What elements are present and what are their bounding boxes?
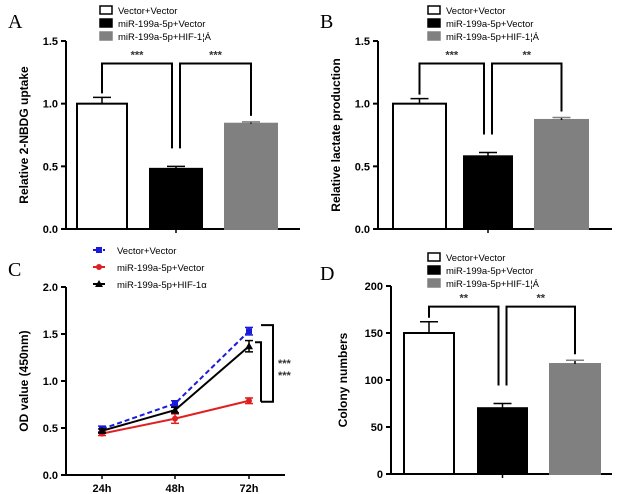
y-axis-label: OD value (450nm) [17, 330, 31, 431]
y-tick-label: 1.5 [355, 36, 370, 48]
significance-bracket [179, 62, 252, 149]
significance-bracket [261, 324, 274, 403]
panel-a: A 0.0 0.5 1.0 1.5 Relative 2-NBDG uptake *** **… [8, 5, 300, 236]
legend-swatch [427, 265, 441, 275]
significance-label: ** [459, 293, 468, 305]
significance-label: ** [536, 293, 545, 305]
legend-label: miR-199a-5p+Vector [446, 266, 533, 277]
y-tick-label: 100 [365, 375, 383, 387]
y-tick-label: 0.0 [43, 224, 58, 236]
data-point [245, 342, 253, 350]
significance-label: *** [131, 50, 145, 62]
y-tick-label: 200 [365, 281, 383, 293]
y-tick-label: 1.0 [43, 376, 58, 388]
y-tick-label: 1.5 [43, 36, 58, 48]
bar [149, 167, 203, 230]
legend-label: miR-199a-5p+Vector [118, 19, 205, 30]
y-tick-label: 50 [371, 422, 383, 434]
significance-bracket [491, 62, 563, 135]
y-axis-label: Relative lactate production [329, 58, 343, 211]
legend-label: Vector+Vector [118, 6, 177, 17]
legend-marker [95, 280, 103, 287]
y-tick-label: 1.5 [43, 329, 58, 341]
data-point [171, 406, 179, 414]
significance-label: *** [278, 358, 292, 370]
y-tick-label: 0.0 [43, 470, 58, 482]
legend-label: miR-199a-5p+HIF-1¦Á [446, 279, 540, 290]
x-tick-label: 24h [93, 483, 112, 494]
legend-label: miR-199a-5p+HIF-1¦Á [446, 32, 540, 43]
y-tick-label: 1.0 [355, 99, 370, 111]
y-tick-label: 0.5 [43, 161, 58, 173]
significance-bracket [428, 305, 500, 386]
legend-swatch [427, 5, 441, 15]
legend-swatch [427, 18, 441, 28]
x-tick-label: 72h [240, 483, 259, 494]
panel-letter: A [8, 11, 23, 33]
panel-letter: D [320, 263, 334, 285]
legend-label: Vector+Vector [446, 6, 505, 17]
bar [477, 407, 528, 476]
panel-letter: C [8, 259, 21, 281]
legend-swatch [99, 31, 113, 41]
bar [392, 102, 447, 230]
panel-b: B 0.0 0.5 1.0 1.5 Relative lactate production… [320, 5, 612, 236]
legend-swatch [99, 18, 113, 28]
legend-marker [96, 247, 102, 253]
bar [534, 118, 589, 230]
legend-marker [96, 264, 102, 270]
legend-label: Vector+Vector [446, 253, 505, 264]
x-tick-label: 48h [166, 483, 185, 494]
panel-c: C 0.0 0.5 1.0 1.5 2.0 OD value (450nm) 24h 48h 72… [8, 246, 292, 494]
data-point [246, 397, 252, 404]
legend-label: miR-199a-5p+HIF-1α [117, 280, 207, 291]
legend-swatch [99, 5, 113, 15]
significance-label: *** [445, 50, 459, 62]
significance-bracket [505, 305, 576, 386]
bar [403, 332, 455, 475]
significance-bracket [418, 62, 485, 135]
bar [76, 102, 128, 230]
y-axis-label: Relative 2-NBDG uptake [17, 66, 31, 204]
series-line [101, 330, 250, 430]
bar [224, 122, 278, 230]
data-point [246, 328, 252, 335]
data-point [98, 426, 106, 434]
y-tick-label: 2.0 [43, 282, 58, 294]
significance-label: ** [522, 50, 531, 62]
legend-label: Vector+Vector [117, 246, 176, 257]
y-tick-label: 0.5 [43, 423, 58, 435]
y-tick-label: 150 [365, 328, 383, 340]
y-tick-label: 1.0 [43, 99, 58, 111]
bar [463, 155, 513, 231]
panel-d: D 0 50 100 150 200 Colony numbers ** ** Vector+Ve… [320, 252, 612, 481]
significance-bracket [101, 62, 173, 149]
data-point [172, 400, 178, 407]
panel-letter: B [320, 11, 333, 33]
y-axis-label: Colony numbers [336, 332, 350, 427]
legend-label: miR-199a-5p+HIF-1¦Á [118, 32, 212, 43]
legend-label: miR-199a-5p+Vector [117, 263, 204, 274]
y-tick-label: 0.5 [355, 161, 370, 173]
data-point [172, 415, 178, 422]
legend-label: miR-199a-5p+Vector [446, 19, 533, 30]
significance-bracket [255, 341, 262, 402]
significance-label: *** [278, 370, 292, 382]
bar [549, 363, 601, 475]
legend-swatch [427, 31, 441, 41]
significance-label: *** [209, 50, 223, 62]
legend-swatch [427, 278, 441, 288]
y-tick-label: 0 [377, 469, 383, 481]
y-tick-label: 0.0 [355, 224, 370, 236]
legend-swatch [427, 252, 441, 262]
